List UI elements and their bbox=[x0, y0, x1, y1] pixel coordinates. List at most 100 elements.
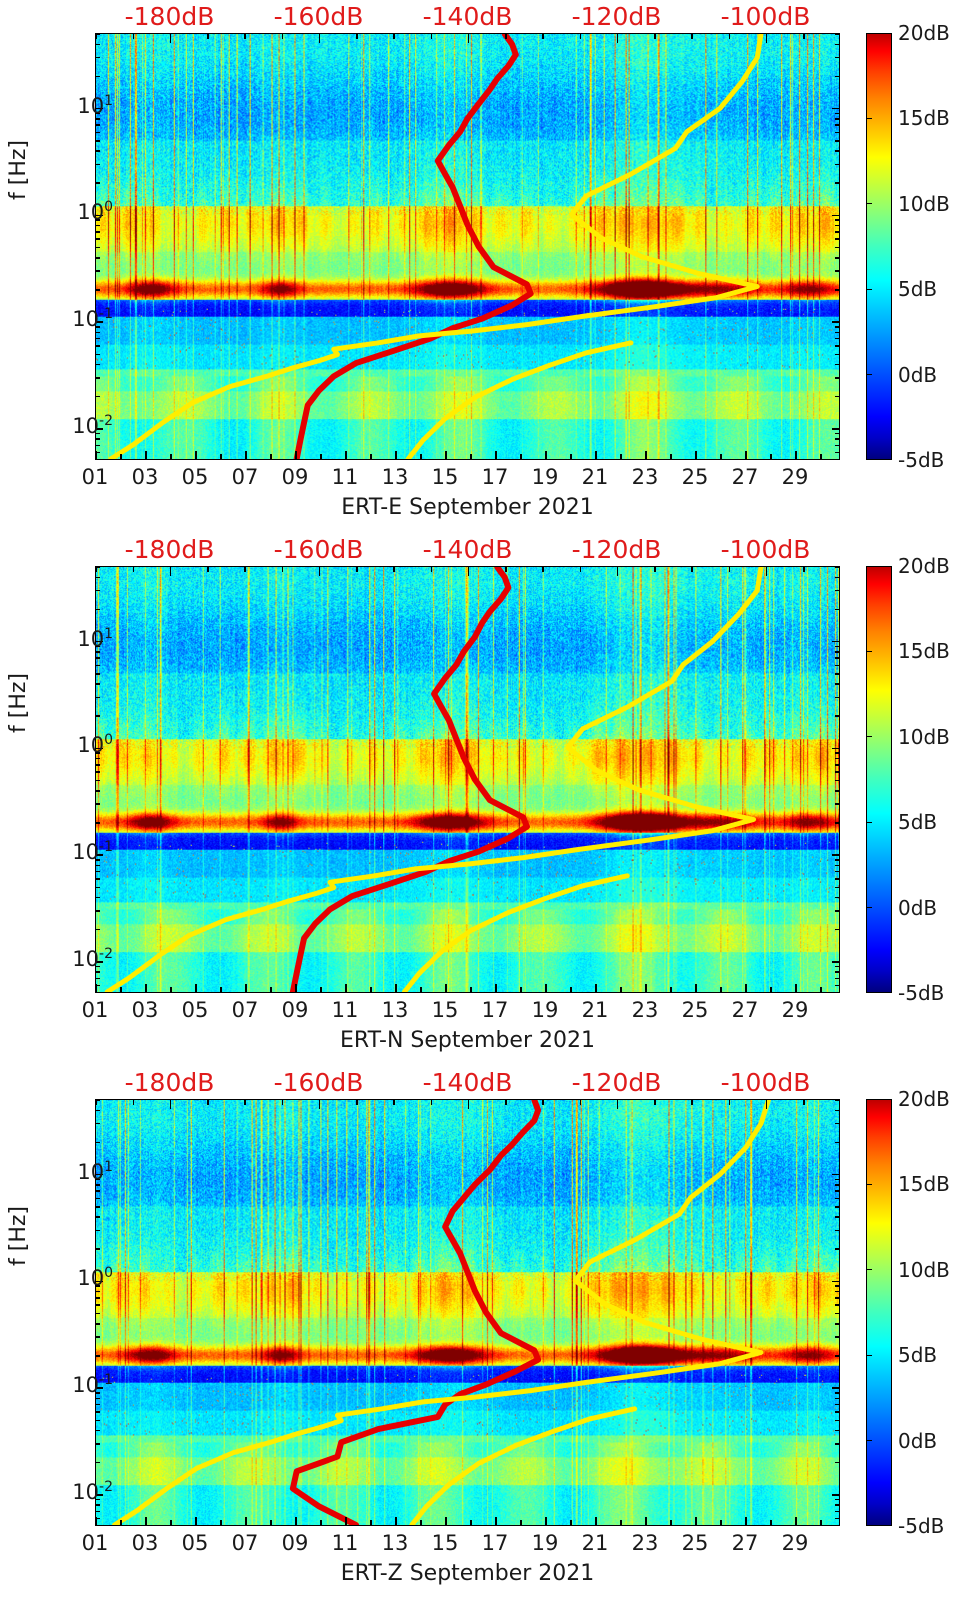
top-axis-tick bbox=[244, 34, 246, 39]
colorbar-tick bbox=[866, 203, 872, 205]
x-axis-tick bbox=[545, 1517, 547, 1525]
y-axis-tick bbox=[835, 1429, 839, 1432]
top-axis-tick bbox=[765, 34, 768, 43]
x-axis-tick-label: 23 bbox=[631, 1531, 659, 1555]
y-axis-tick bbox=[835, 1323, 839, 1325]
y-axis-tick bbox=[96, 859, 100, 861]
y-axis-tick bbox=[835, 1411, 839, 1413]
colorbar-tick bbox=[866, 1183, 872, 1186]
y-axis-tick bbox=[96, 43, 100, 46]
colorbar-tick-label: 0dB bbox=[898, 362, 938, 387]
y-axis-tick bbox=[96, 1216, 100, 1218]
y-axis-tick bbox=[96, 1141, 100, 1144]
top-axis-label: -160dB bbox=[273, 535, 364, 564]
top-axis-tick bbox=[579, 1100, 581, 1105]
y-axis-tick bbox=[835, 859, 839, 861]
panel-ert-n: f [Hz] ERT-N September 2021 101 100 10-1 10… bbox=[0, 533, 962, 1066]
x-axis-tick-label: 03 bbox=[131, 998, 159, 1022]
x-axis-tick bbox=[320, 1520, 322, 1525]
x-axis-tick bbox=[570, 1520, 572, 1525]
x-axis-tick bbox=[820, 454, 822, 459]
top-axis-label: -140dB bbox=[422, 535, 513, 564]
y-axis-tick bbox=[96, 961, 103, 963]
top-axis-tick bbox=[430, 34, 432, 39]
y-axis-tick bbox=[835, 822, 839, 824]
curve-yellow-noise-model-curve bbox=[104, 567, 764, 992]
x-axis-tick bbox=[220, 987, 222, 992]
y-axis-tick bbox=[835, 363, 839, 366]
x-axis-tick-label: 29 bbox=[781, 998, 809, 1022]
y-axis-tick bbox=[835, 182, 839, 184]
top-axis-tick bbox=[132, 34, 134, 39]
top-axis-label: -160dB bbox=[273, 2, 364, 31]
y-axis-tick bbox=[96, 246, 100, 249]
y-axis-tick bbox=[835, 43, 839, 46]
y-axis-tick bbox=[96, 1323, 100, 1325]
x-axis-tick bbox=[545, 984, 547, 992]
x-axis-tick bbox=[645, 984, 647, 992]
plot-area-1[interactable] bbox=[95, 566, 840, 993]
top-axis-tick bbox=[542, 1100, 544, 1105]
curve-overlay-2 bbox=[112, 1100, 771, 1525]
y-axis-tick bbox=[835, 1397, 839, 1400]
x-axis-tick-label: 19 bbox=[531, 465, 559, 489]
y-tick-mantissa: 10 bbox=[77, 1266, 105, 1291]
top-axis-tick bbox=[169, 1100, 172, 1109]
y-axis-tick bbox=[835, 1122, 839, 1125]
y-axis-tick bbox=[96, 589, 100, 592]
y-axis-tick bbox=[96, 107, 103, 110]
x-axis-tick-label: 25 bbox=[681, 465, 709, 489]
y-axis-tick bbox=[835, 1216, 839, 1218]
colorbar-tick-label: -5dB bbox=[898, 448, 945, 472]
y-axis-tick bbox=[96, 345, 100, 347]
y-axis-tick bbox=[835, 965, 839, 968]
top-axis-tick bbox=[691, 1100, 693, 1105]
y-tick-exponent: 0 bbox=[104, 1265, 113, 1282]
x-axis-tick-label: 09 bbox=[281, 998, 309, 1022]
y-tick-mantissa: 10 bbox=[72, 1479, 100, 1504]
y-axis-tick bbox=[835, 1190, 839, 1192]
x-axis-tick bbox=[545, 451, 547, 459]
top-axis-tick bbox=[542, 567, 544, 572]
y-axis-tick bbox=[835, 1355, 839, 1357]
colorbar-tick-label: 10dB bbox=[898, 1257, 950, 1282]
colorbar-tick bbox=[866, 736, 872, 738]
y-axis-tick bbox=[96, 854, 103, 856]
y-axis-tick bbox=[96, 576, 100, 579]
y-axis-tick bbox=[96, 182, 100, 184]
y-axis-tick bbox=[96, 1184, 100, 1186]
y-axis-tick bbox=[835, 1461, 839, 1464]
x-axis-tick bbox=[96, 1517, 97, 1525]
y-axis-tick bbox=[835, 771, 839, 773]
plot-area-2[interactable] bbox=[95, 1099, 840, 1526]
y-axis-tick bbox=[96, 803, 100, 805]
x-axis-tick-label: 21 bbox=[581, 998, 609, 1022]
x-axis-tick-label: 21 bbox=[581, 465, 609, 489]
y-axis-tick bbox=[96, 1280, 103, 1283]
x-axis-tick-label: 11 bbox=[331, 1531, 359, 1555]
x-axis-tick bbox=[420, 454, 422, 459]
y-tick-exponent: 1 bbox=[104, 625, 113, 642]
y-axis-tick bbox=[835, 696, 839, 699]
x-axis-tick bbox=[620, 1520, 622, 1525]
plot-area-0[interactable] bbox=[95, 33, 840, 460]
y-tick-mantissa: 10 bbox=[77, 626, 105, 651]
x-axis-tick-label: 01 bbox=[81, 465, 109, 489]
y-axis-tick bbox=[835, 1510, 839, 1513]
y-axis-tick bbox=[835, 1443, 839, 1445]
colorbar-tick bbox=[866, 288, 872, 290]
x-axis-tick bbox=[795, 984, 797, 992]
top-axis-tick bbox=[393, 34, 395, 39]
y-axis-tick bbox=[96, 353, 100, 355]
y-axis-tick bbox=[835, 118, 839, 120]
y-axis-tick bbox=[96, 1285, 100, 1287]
x-axis-tick-label: 05 bbox=[181, 465, 209, 489]
y-tick-mantissa: 10 bbox=[72, 946, 100, 971]
y-axis-tick bbox=[96, 1173, 103, 1176]
y-axis-tick bbox=[96, 1229, 100, 1232]
y-axis-tick bbox=[835, 34, 839, 35]
colorbar-tick-label: 10dB bbox=[898, 191, 950, 216]
x-axis-tick-label: 15 bbox=[431, 998, 459, 1022]
y-axis-tick bbox=[96, 1197, 100, 1200]
